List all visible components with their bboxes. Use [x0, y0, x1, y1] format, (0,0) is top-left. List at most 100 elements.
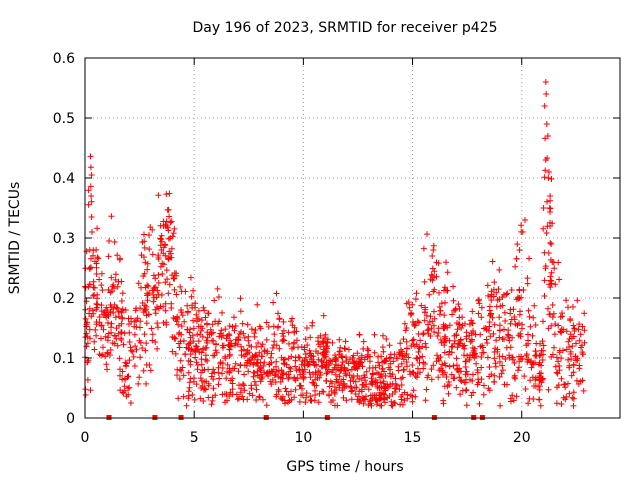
data-point	[195, 323, 202, 330]
data-point	[315, 399, 322, 406]
data-point	[210, 337, 217, 344]
data-point	[149, 251, 156, 258]
spike-point	[88, 214, 95, 220]
data-point	[263, 336, 270, 343]
data-point	[361, 356, 368, 363]
data-point	[144, 260, 151, 267]
data-point	[149, 226, 156, 233]
data-point	[352, 391, 359, 397]
data-point	[496, 314, 503, 321]
data-point	[547, 284, 554, 291]
data-point	[490, 330, 497, 337]
data-point	[112, 271, 119, 278]
data-point	[515, 367, 521, 374]
data-point	[497, 402, 504, 409]
data-point	[338, 367, 345, 374]
data-point	[576, 337, 583, 344]
data-point	[155, 192, 162, 199]
data-point	[503, 344, 510, 351]
data-point	[143, 380, 150, 387]
data-point	[94, 254, 101, 261]
data-point	[184, 302, 191, 309]
data-point	[167, 250, 174, 257]
data-point	[332, 371, 339, 378]
data-point	[428, 325, 435, 332]
data-point	[380, 332, 386, 339]
data-point	[276, 345, 283, 352]
data-point	[450, 307, 457, 314]
chart-title: Day 196 of 2023, SRMTID for receiver p42…	[192, 20, 497, 36]
data-point	[566, 364, 573, 371]
data-point	[121, 330, 128, 337]
data-point	[188, 293, 195, 300]
data-point	[473, 360, 480, 367]
data-point	[240, 346, 247, 353]
data-point	[397, 340, 404, 347]
data-point	[103, 361, 110, 368]
data-point	[226, 331, 232, 338]
data-point	[538, 370, 545, 377]
data-point	[483, 326, 490, 333]
data-point	[144, 266, 151, 273]
data-point	[197, 395, 204, 402]
data-point	[518, 294, 525, 301]
data-point	[118, 298, 125, 304]
data-point	[123, 360, 130, 367]
data-point	[507, 344, 514, 351]
data-point	[200, 304, 207, 311]
data-point	[468, 317, 475, 324]
data-point	[573, 377, 580, 384]
data-point	[461, 352, 467, 359]
data-point	[116, 355, 123, 362]
data-point	[120, 390, 127, 396]
data-point	[100, 344, 106, 351]
data-point	[119, 389, 126, 396]
data-point	[118, 337, 125, 343]
data-point	[232, 340, 239, 347]
data-point	[333, 356, 340, 362]
data-point	[438, 367, 445, 374]
data-point	[409, 398, 416, 405]
data-point	[570, 333, 577, 340]
data-point	[497, 303, 504, 310]
data-point	[257, 367, 264, 374]
spike-point	[548, 241, 555, 247]
data-point	[285, 391, 292, 398]
data-point	[279, 338, 286, 344]
data-point	[555, 322, 562, 329]
data-point	[392, 385, 399, 392]
data-point	[486, 387, 493, 394]
data-point	[276, 315, 283, 322]
data-point	[354, 396, 361, 403]
data-point	[331, 364, 338, 371]
data-point	[223, 375, 230, 382]
data-point	[158, 236, 165, 243]
data-point	[360, 338, 367, 345]
data-point	[478, 364, 485, 371]
data-point	[421, 278, 428, 285]
data-point	[118, 278, 125, 285]
data-point	[307, 374, 314, 381]
data-point	[321, 355, 328, 361]
data-point	[527, 377, 534, 384]
data-point	[197, 375, 204, 382]
data-point	[494, 297, 501, 303]
data-point	[100, 326, 107, 333]
y-tick-label: 0.5	[53, 111, 75, 127]
data-point	[224, 397, 230, 404]
data-point	[333, 376, 340, 383]
data-point	[554, 370, 561, 377]
data-point	[541, 277, 548, 284]
data-point	[253, 397, 260, 403]
data-point	[475, 379, 482, 386]
data-point	[396, 386, 403, 393]
data-point	[372, 377, 379, 383]
data-point	[350, 359, 357, 366]
data-point	[375, 353, 382, 360]
data-point	[178, 307, 184, 313]
data-point	[204, 339, 211, 346]
data-point	[478, 304, 485, 311]
data-point	[524, 280, 531, 287]
data-point	[154, 320, 161, 327]
